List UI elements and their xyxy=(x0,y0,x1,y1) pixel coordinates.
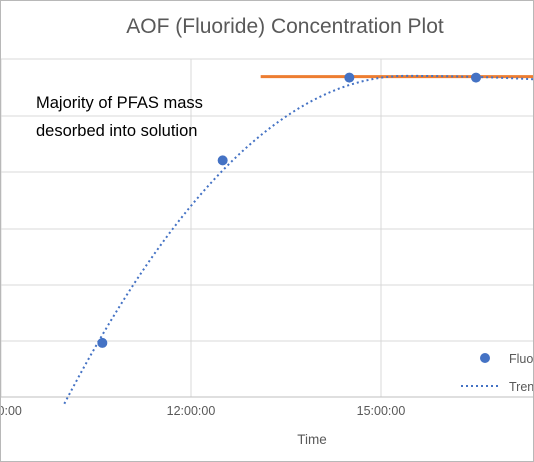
legend: Fluo Tren xyxy=(461,352,533,394)
gridlines xyxy=(1,58,533,398)
data-points xyxy=(97,72,481,348)
x-axis-title: Time xyxy=(297,432,327,447)
x-tick-label-0: 9:00:00 xyxy=(1,404,22,418)
x-tick-labels: 9:00:00 12:00:00 15:00:00 xyxy=(1,404,405,418)
x-tick-label-1: 12:00:00 xyxy=(167,404,216,418)
data-point-1 xyxy=(217,155,228,166)
chart-title: AOF (Fluoride) Concentration Plot xyxy=(126,15,444,38)
legend-label-trendline: Tren xyxy=(509,380,533,394)
trendline xyxy=(63,74,533,405)
annotation-line-1: Majority of PFAS mass xyxy=(36,94,203,112)
data-point-0 xyxy=(97,337,108,348)
annotation-line-2: desorbed into solution xyxy=(36,122,197,140)
data-point-3 xyxy=(471,72,481,83)
legend-label-fluoride: Fluo xyxy=(509,352,533,366)
data-point-2 xyxy=(344,72,355,83)
x-tick-label-2: 15:00:00 xyxy=(357,404,406,418)
trendline-layer xyxy=(63,74,533,405)
legend-marker-fluoride xyxy=(480,353,490,363)
